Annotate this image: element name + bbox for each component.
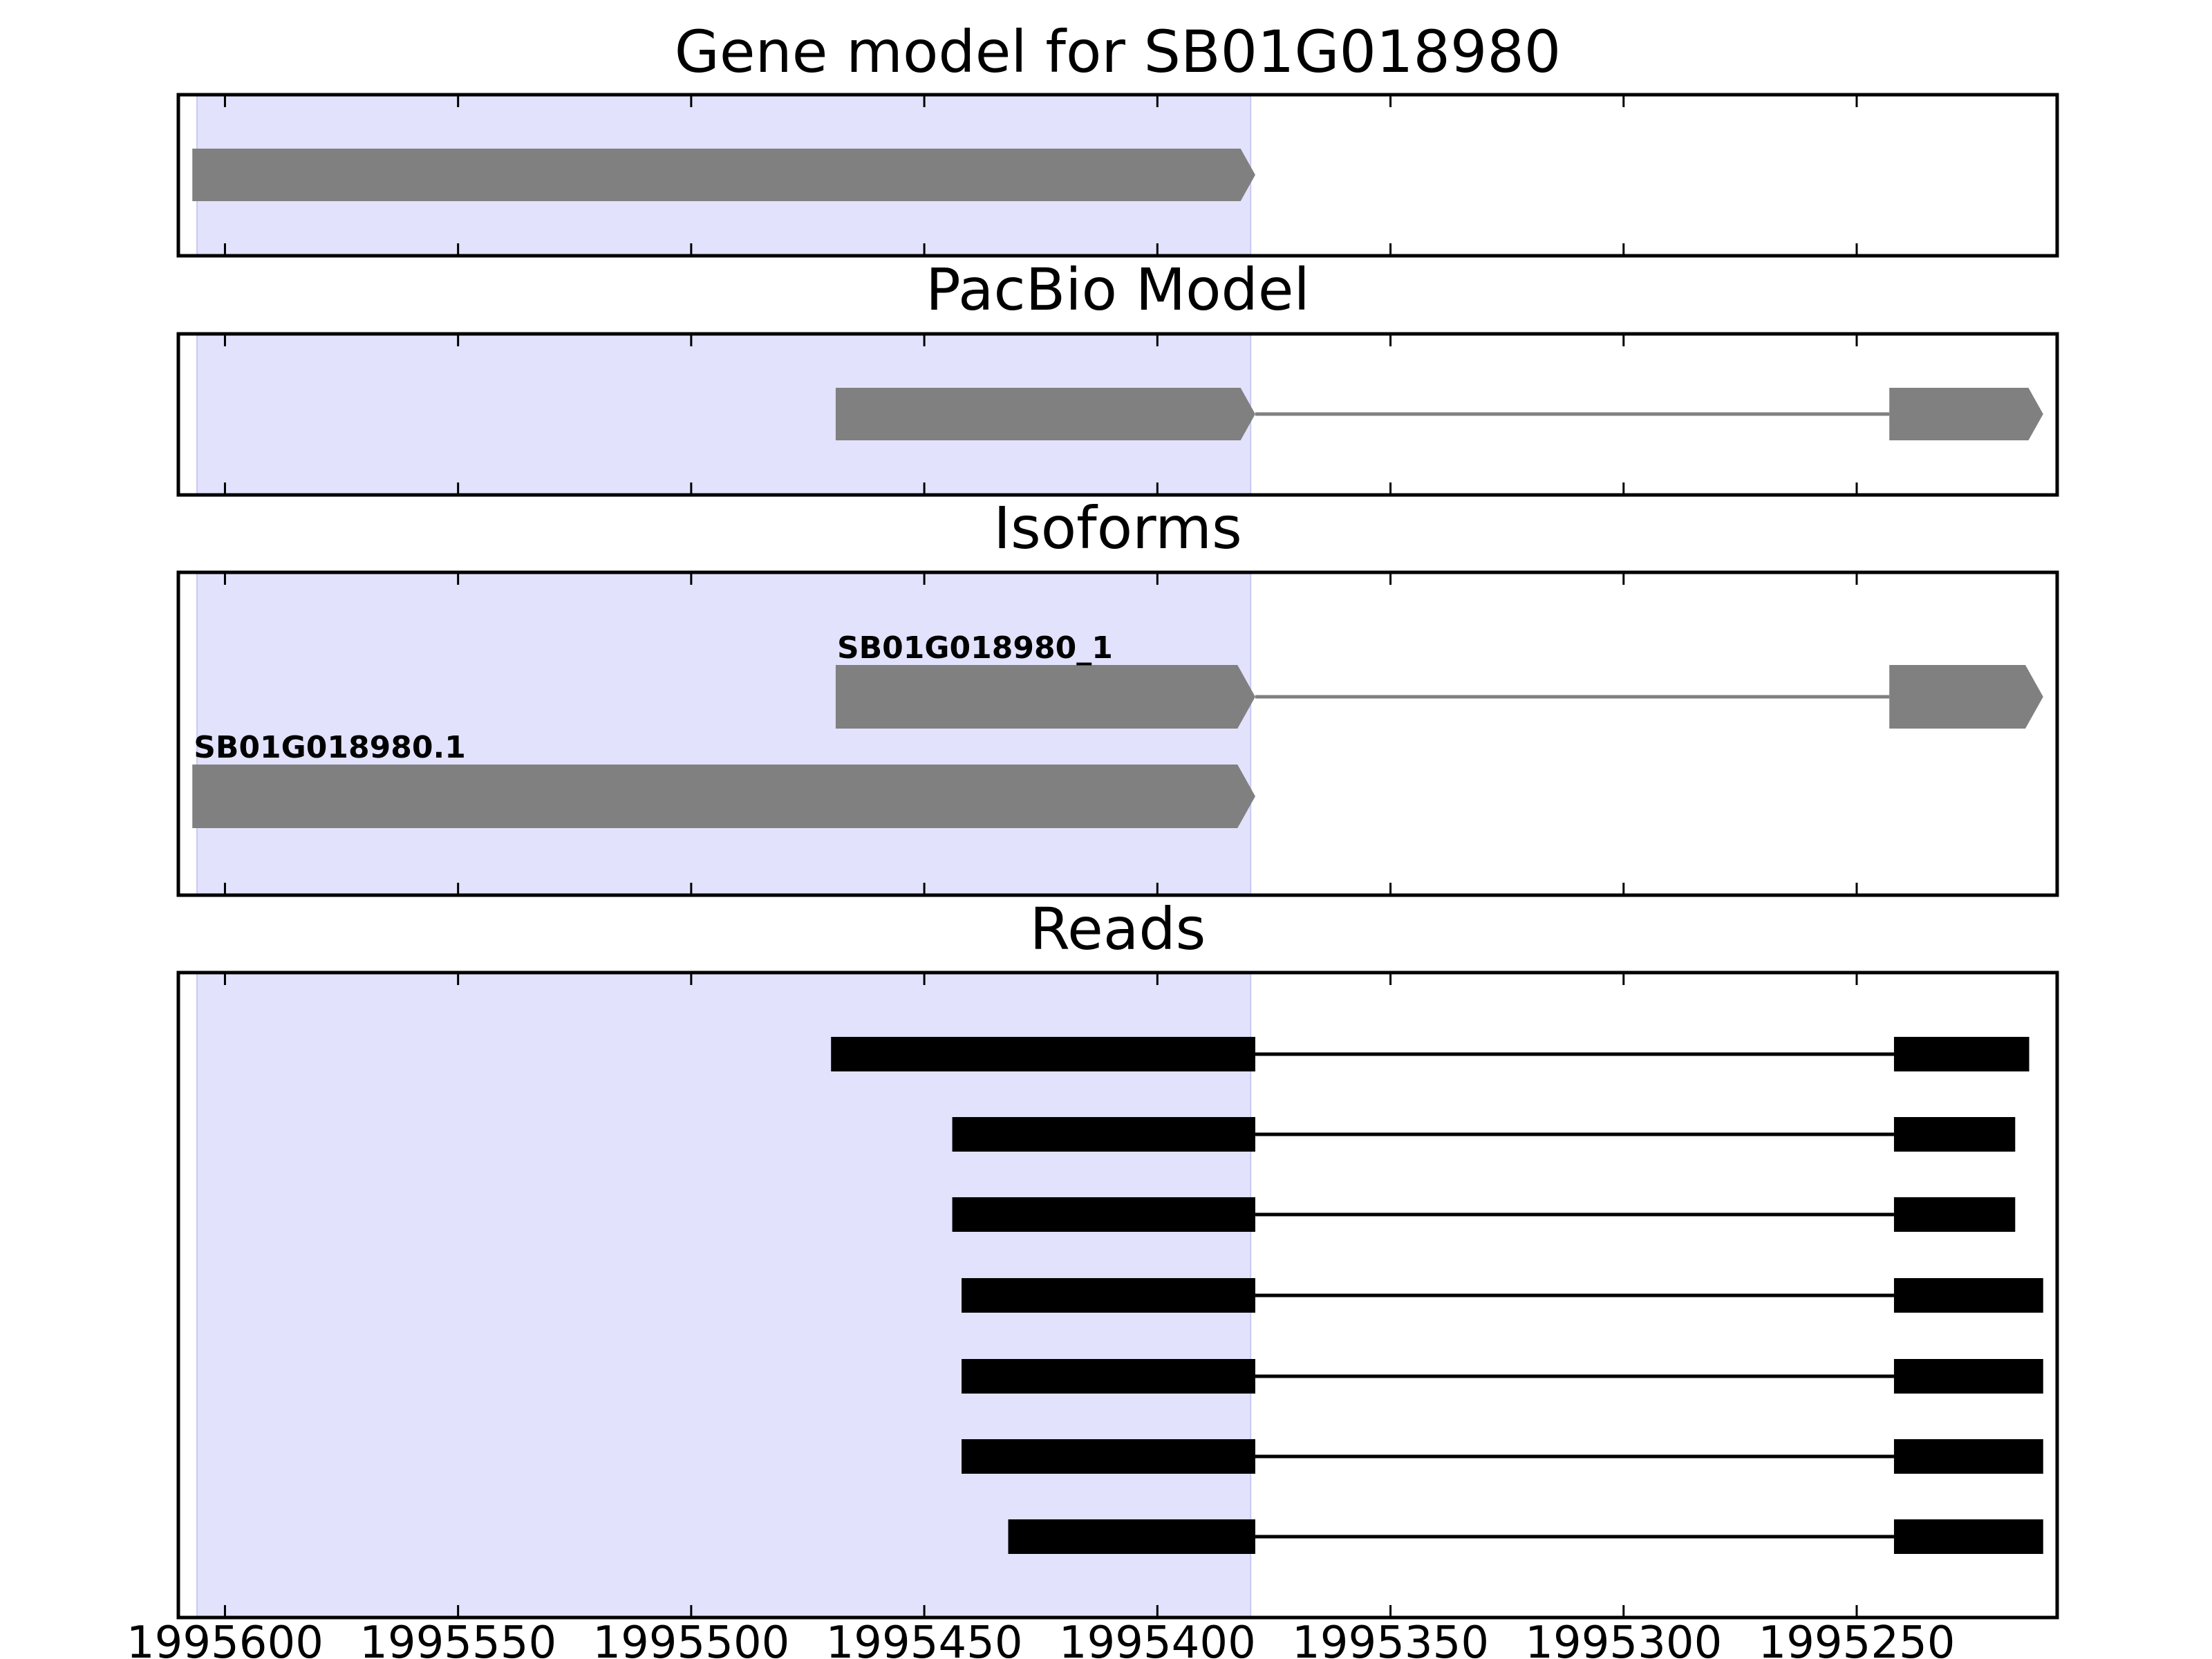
read-exon-block [1893, 1278, 2043, 1313]
read-track [962, 1359, 2043, 1394]
read-track [952, 1117, 2016, 1152]
x-tick-label: 1995600 [126, 1618, 324, 1659]
isoforms-panel: Isoforms SB01G018980_1 SB01G018980.1 [176, 494, 2059, 897]
x-tick-label: 1995450 [826, 1618, 1023, 1659]
gene-model-panel: Gene model for SB01G018980 [176, 18, 2059, 258]
read-exon-block [831, 1037, 1255, 1071]
axes-frame [176, 971, 2059, 1620]
exon-block [192, 149, 1255, 201]
read-exon-block [1893, 1117, 2016, 1152]
axes-frame [176, 332, 2059, 497]
read-exon-block [952, 1117, 1255, 1152]
exon-block [1889, 388, 2043, 440]
isoform-label: SB01G018980.1 [194, 730, 466, 765]
read-exon-block [1893, 1197, 2016, 1232]
read-track [962, 1278, 2043, 1313]
exon-block [835, 665, 1255, 729]
read-exon-block [1893, 1359, 2043, 1394]
read-track [952, 1197, 2016, 1232]
read-track [831, 1037, 2030, 1071]
x-tick-label: 1995500 [592, 1618, 789, 1659]
model-track: SB01G018980_1 [835, 630, 2043, 729]
isoform-label: SB01G018980_1 [837, 630, 1113, 666]
read-exon-block [1893, 1037, 2030, 1071]
read-track [962, 1439, 2043, 1474]
gene-model-title: Gene model for SB01G018980 [675, 18, 1561, 86]
axes-frame [176, 570, 2059, 897]
read-exon-block [1893, 1439, 2043, 1474]
pacbio-model-title: PacBio Model [926, 256, 1310, 324]
read-exon-block [1008, 1519, 1255, 1554]
exon-block [192, 765, 1255, 828]
read-exon-block [952, 1197, 1255, 1232]
read-exon-block [962, 1359, 1255, 1394]
reads-title: Reads [1030, 895, 1206, 963]
read-exon-block [962, 1439, 1255, 1474]
read-exon-block [962, 1278, 1255, 1313]
x-tick-label: 1995300 [1525, 1618, 1722, 1659]
x-tick-label: 1995250 [1758, 1618, 1955, 1659]
pacbio-model-panel: PacBio Model [176, 256, 2059, 497]
axes-frame [176, 93, 2059, 258]
x-tick-label: 1995350 [1292, 1618, 1489, 1659]
x-tick-label: 1995550 [359, 1618, 556, 1659]
read-exon-block [1893, 1519, 2043, 1554]
read-track [1008, 1519, 2043, 1554]
exon-block [835, 388, 1255, 440]
x-tick-label: 1995400 [1059, 1618, 1256, 1659]
highlight-region [196, 572, 1251, 895]
reads-panel: Reads [176, 895, 2059, 1620]
isoforms-title: Isoforms [993, 494, 1242, 562]
exon-block [1889, 665, 2043, 729]
model-track [192, 149, 1255, 201]
model-track: SB01G018980.1 [192, 730, 1255, 828]
model-track [835, 388, 2043, 440]
